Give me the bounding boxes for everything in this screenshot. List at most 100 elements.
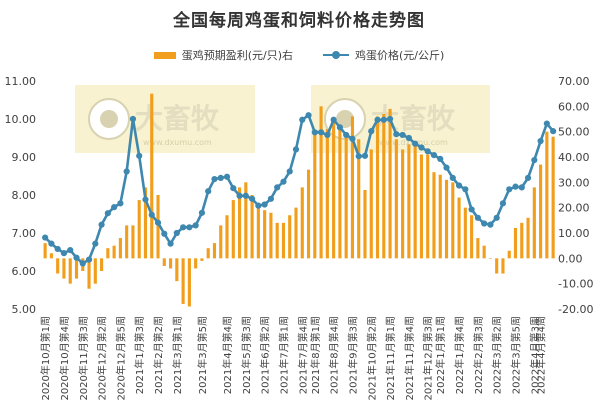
x-axis-tick-label: 2022年1月第4周: [453, 316, 466, 394]
egg-price-point: [136, 152, 143, 159]
x-axis-tick-label: 2021年8月第4周: [328, 316, 341, 394]
profit-bar: [476, 238, 480, 259]
egg-price-point: [437, 155, 444, 162]
x-axis-tick-label: 2021年1月第3周: [133, 316, 146, 394]
egg-price-point: [317, 129, 325, 136]
egg-price-point: [499, 200, 507, 207]
profit-bar: [551, 136, 555, 259]
egg-price-point: [512, 183, 519, 190]
profit-bar: [256, 207, 260, 259]
x-axis-tick-label: 2022年4月第3周: [528, 316, 541, 394]
profit-bar: [388, 108, 392, 259]
profit-bar: [313, 134, 317, 259]
profit-bar: [288, 215, 292, 259]
legend-item-profit: 蛋鸡预期盈利(元/只)右: [153, 47, 293, 63]
profit-bar: [413, 144, 417, 259]
egg-price-point: [54, 245, 61, 253]
profit-bar: [187, 258, 191, 307]
egg-price-point: [280, 178, 287, 185]
profit-bar: [225, 215, 229, 259]
egg-price-point: [386, 115, 394, 123]
egg-price-point: [543, 120, 550, 127]
legend-bar-swatch: [153, 51, 176, 59]
egg-price-point: [274, 184, 281, 191]
egg-price-point: [129, 115, 137, 123]
x-axis-tick-label: 2021年6月第2周: [259, 316, 272, 394]
profit-bar: [62, 258, 66, 279]
x-axis-tick-label: 2020年10月第4周: [58, 316, 71, 401]
x-axis-tick-label: 2022年4月第4周: [535, 316, 548, 394]
left-axis-tick-label: 5.00: [12, 303, 37, 316]
profit-bar: [488, 258, 492, 259]
profit-bar: [106, 248, 110, 259]
profit-bar: [181, 258, 185, 304]
profit-bar: [438, 174, 442, 259]
egg-price-point: [493, 214, 500, 221]
egg-price-point: [518, 184, 525, 191]
profit-bar: [369, 149, 373, 259]
profit-bar: [513, 227, 518, 259]
egg-price-point: [267, 195, 275, 202]
egg-price-point: [299, 116, 306, 123]
profit-bar: [332, 119, 336, 259]
x-axis-tick-label: 2020年10月第1周: [39, 316, 52, 401]
left-axis-tick-label: 10.00: [5, 113, 37, 126]
egg-price-point: [261, 201, 268, 208]
right-axis-tick-label: 30.00: [558, 176, 590, 189]
egg-price-point: [230, 185, 237, 192]
watermark-logo-inner: [100, 110, 118, 128]
profit-bar: [470, 215, 474, 259]
profit-bar: [212, 243, 217, 259]
profit-bar: [169, 258, 173, 269]
profit-bar: [426, 154, 430, 259]
profit-bar: [419, 154, 423, 259]
egg-price-point: [481, 220, 488, 227]
legend-item-price: 鸡蛋价格(元/公斤): [323, 47, 444, 63]
profit-bar: [451, 182, 455, 259]
egg-price-point: [85, 256, 93, 263]
egg-price-point: [217, 174, 224, 181]
egg-price-point: [550, 128, 557, 135]
egg-price-point: [311, 129, 318, 136]
egg-price-point: [161, 230, 168, 237]
egg-price-point: [67, 247, 74, 254]
egg-price-point: [462, 186, 469, 193]
egg-price-point: [449, 174, 456, 181]
egg-price-point: [48, 240, 55, 247]
egg-price-point: [98, 221, 105, 228]
profit-bar: [394, 139, 398, 259]
profit-bar: [432, 172, 436, 259]
legend-line-swatch: [323, 50, 349, 60]
x-axis-tick-label: 2020年12月第2周: [96, 316, 109, 401]
profit-bar: [520, 222, 524, 259]
profit-bar: [118, 238, 122, 259]
profit-bar: [401, 149, 405, 259]
profit-bar: [87, 258, 91, 289]
profit-bar: [306, 169, 311, 259]
egg-price-point: [405, 134, 412, 142]
egg-price-point: [487, 221, 494, 228]
egg-price-point: [336, 124, 344, 131]
profit-bar: [219, 225, 223, 259]
profit-bar: [74, 258, 79, 279]
profit-bar: [175, 258, 179, 282]
left-axis-tick-label: 9.00: [12, 151, 37, 164]
profit-bar: [206, 248, 210, 259]
egg-price-point: [443, 164, 450, 171]
x-axis-tick-label: 2021年3月第1周: [171, 316, 184, 394]
profit-bar: [237, 187, 242, 259]
egg-price-point: [355, 153, 362, 160]
x-axis-tick-label: 2021年11月第4周: [403, 316, 416, 401]
egg-price-point: [324, 131, 331, 139]
egg-price-point: [474, 214, 481, 221]
profit-bar: [344, 136, 348, 259]
egg-price-point: [330, 116, 337, 123]
right-axis-tick-label: 10.00: [558, 227, 590, 240]
egg-price-point: [154, 219, 162, 226]
right-axis-tick-label: 60.00: [558, 100, 590, 113]
profit-bar: [357, 139, 361, 259]
egg-price-point: [380, 116, 387, 123]
profit-bar: [100, 258, 104, 271]
profit-bar: [545, 131, 549, 259]
